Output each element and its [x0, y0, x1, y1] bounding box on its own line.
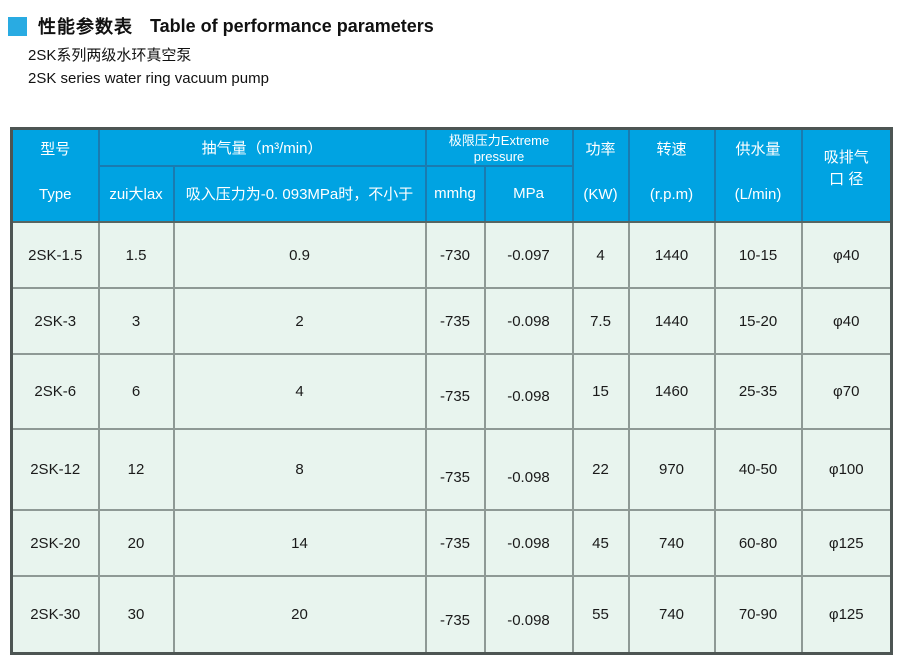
performance-table: 型号 Type 抽气量（m³/min） 极限压力Extreme pressure…: [10, 127, 893, 655]
cell-speed: 1460: [627, 353, 716, 430]
cell-water-supply: 15-20: [713, 287, 803, 355]
cell-max-capacity: 6: [97, 353, 175, 430]
table-row: 2SK-30 30 20 -735 -0.098 55 740 70-90 φ1…: [10, 575, 893, 655]
cell-mmhg: -735: [424, 428, 486, 511]
col-header-suction-condition: 吸入压力为-0. 093MPa时，不小于: [172, 164, 427, 224]
cell-max-capacity: 12: [97, 428, 175, 511]
cell-type: 2SK-1.5: [10, 221, 100, 289]
cell-mpa: -0.098: [483, 353, 574, 430]
col-header-water-supply: 供水量 (L/min): [713, 127, 803, 223]
cell-type: 2SK-6: [10, 353, 100, 430]
cell-capacity-at-pressure: 14: [172, 509, 427, 577]
cell-type: 2SK-20: [10, 509, 100, 577]
header-row-1: 型号 Type 抽气量（m³/min） 极限压力Extreme pressure…: [10, 127, 893, 223]
cell-mpa: -0.098: [483, 509, 574, 577]
col-header-mpa: MPa: [483, 164, 574, 224]
cell-water-supply: 40-50: [713, 428, 803, 511]
cell-port-diameter: φ125: [800, 575, 893, 655]
cell-port-diameter: φ125: [800, 509, 893, 577]
table-row: 2SK-6 6 4 -735 -0.098 15 1460 25-35 φ70: [10, 353, 893, 430]
cell-speed: 740: [627, 575, 716, 655]
cell-speed: 1440: [627, 221, 716, 289]
cell-port-diameter: φ40: [800, 287, 893, 355]
table-row: 2SK-1.5 1.5 0.9 -730 -0.097 4 1440 10-15…: [10, 221, 893, 289]
series-subtitle-zh: 2SK系列两级水环真空泵: [28, 47, 192, 64]
cell-speed: 1440: [627, 287, 716, 355]
cell-max-capacity: 20: [97, 509, 175, 577]
series-subtitle-en: 2SK series water ring vacuum pump: [28, 70, 269, 87]
section-title: 性能参数表 Table of performance parameters: [8, 13, 434, 39]
cell-capacity-at-pressure: 8: [172, 428, 427, 511]
cell-power: 22: [571, 428, 630, 511]
cell-power: 55: [571, 575, 630, 655]
header-row-2: zui大lax 吸入压力为-0. 093MPa时，不小于 mmhg MPa: [12, 164, 892, 224]
cell-water-supply: 70-90: [713, 575, 803, 655]
cell-type: 2SK-3: [10, 287, 100, 355]
cell-mpa: -0.098: [483, 575, 574, 655]
col-header-max: zui大lax: [97, 164, 175, 224]
cell-capacity-at-pressure: 20: [172, 575, 427, 655]
cell-water-supply: 25-35: [713, 353, 803, 430]
table-row: 2SK-3 3 2 -735 -0.098 7.5 1440 15-20 φ40: [10, 287, 893, 355]
col-header-power: 功率 (KW): [571, 127, 630, 223]
series-subtitle: 2SK系列两级水环真空泵 2SK series water ring vacuu…: [28, 44, 269, 90]
cell-max-capacity: 30: [97, 575, 175, 655]
cell-port-diameter: φ70: [800, 353, 893, 430]
cell-water-supply: 60-80: [713, 509, 803, 577]
table-row: 2SK-20 20 14 -735 -0.098 45 740 60-80 φ1…: [10, 509, 893, 577]
cell-power: 15: [571, 353, 630, 430]
cell-capacity-at-pressure: 4: [172, 353, 427, 430]
cell-mmhg: -735: [424, 287, 486, 355]
title-bullet-icon: [8, 16, 27, 36]
section-title-en: Table of performance parameters: [150, 15, 434, 36]
cell-max-capacity: 3: [97, 287, 175, 355]
cell-mpa: -0.097: [483, 221, 574, 289]
cell-mmhg: -730: [424, 221, 486, 289]
section-title-zh: 性能参数表: [38, 17, 133, 37]
cell-port-diameter: φ100: [800, 428, 893, 511]
col-header-speed: 转速 (r.p.m): [627, 127, 716, 223]
cell-type: 2SK-30: [10, 575, 100, 655]
cell-mpa: -0.098: [483, 428, 574, 511]
col-header-pumping-capacity: 抽气量（m³/min）: [97, 127, 427, 167]
cell-power: 45: [571, 509, 630, 577]
cell-port-diameter: φ40: [800, 221, 893, 289]
cell-capacity-at-pressure: 2: [172, 287, 427, 355]
cell-power: 7.5: [571, 287, 630, 355]
cell-max-capacity: 1.5: [97, 221, 175, 289]
cell-mmhg: -735: [424, 509, 486, 577]
cell-speed: 970: [627, 428, 716, 511]
cell-speed: 740: [627, 509, 716, 577]
cell-type: 2SK-12: [10, 428, 100, 511]
cell-mmhg: -735: [424, 353, 486, 430]
col-header-type: 型号 Type: [10, 127, 100, 223]
col-header-port-diameter: 吸排气 口 径: [800, 127, 893, 223]
cell-power: 4: [571, 221, 630, 289]
cell-water-supply: 10-15: [713, 221, 803, 289]
cell-mpa: -0.098: [483, 287, 574, 355]
table-row: 2SK-12 12 8 -735 -0.098 22 970 40-50 φ10…: [10, 428, 893, 511]
cell-capacity-at-pressure: 0.9: [172, 221, 427, 289]
col-header-mmhg: mmhg: [424, 164, 486, 224]
cell-mmhg: -735: [424, 575, 486, 655]
col-header-extreme-pressure: 极限压力Extreme pressure: [424, 127, 574, 167]
